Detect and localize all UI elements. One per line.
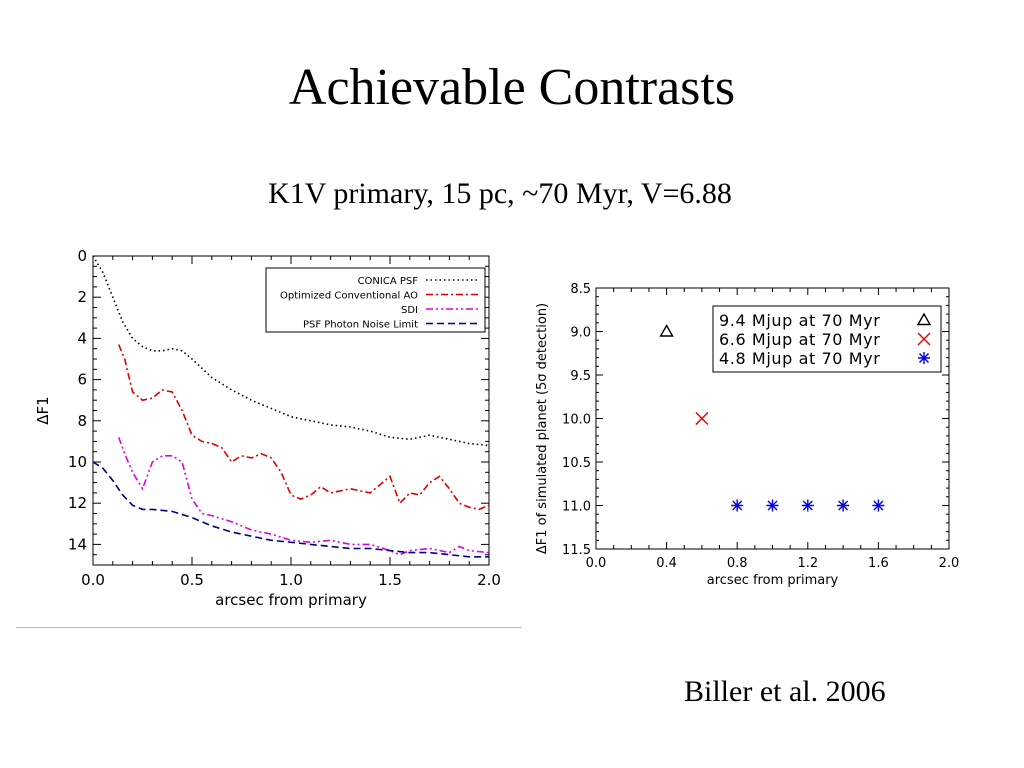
x-axis-label: arcsec from primary bbox=[215, 591, 367, 609]
y-tick-label: 14 bbox=[68, 535, 87, 553]
y-tick-label: 9.0 bbox=[570, 326, 591, 341]
legend-box bbox=[265, 267, 486, 333]
x-marker bbox=[917, 332, 931, 346]
asterisk-marker bbox=[837, 499, 850, 512]
y-tick-label: 12 bbox=[68, 494, 87, 512]
contrast-curve-chart: 0.0 0.5 1.0 1.5 2.0 0 2 4 6 8 10 12 14 arcsec from pr… bbox=[34, 247, 501, 609]
slide-title: Achievable Contrasts bbox=[288, 59, 736, 116]
series-line-1 bbox=[92, 255, 490, 447]
x-tick-label: 1.2 bbox=[797, 556, 818, 571]
y-tick-label: 8.5 bbox=[570, 282, 591, 297]
slide-subtitle: K1V primary, 15 pc, ~70 Myr, V=6.88 bbox=[268, 177, 732, 210]
simulated-planet-chart: 0.0 0.4 0.8 1.2 1.6 2.0 8.5 9.0 9.5 10.0 10.5 11.0 1… bbox=[535, 282, 960, 588]
y-tick-label: 10.0 bbox=[562, 413, 591, 428]
legend-box bbox=[712, 305, 942, 373]
x-tick-label: 1.6 bbox=[868, 556, 889, 571]
legend-label: CONICA PSF bbox=[358, 276, 419, 287]
y-tick-label: 2 bbox=[77, 288, 87, 306]
y-tick-label: 11.0 bbox=[562, 500, 591, 515]
y-tick-label: 11.5 bbox=[562, 543, 591, 558]
y-tick-label: 10.5 bbox=[562, 456, 591, 471]
y-tick-label: 0 bbox=[77, 247, 87, 265]
triangle-marker bbox=[659, 324, 674, 337]
x-axis-label: arcsec from primary bbox=[707, 573, 839, 588]
x-marker bbox=[695, 412, 709, 425]
legend-label: 4.8 Mjup at 70 Myr bbox=[719, 349, 880, 368]
x-tick-label: 0.4 bbox=[656, 556, 677, 571]
legend-label: 9.4 Mjup at 70 Myr bbox=[719, 311, 880, 330]
y-tick-label: 4 bbox=[77, 329, 87, 347]
divider-line bbox=[16, 627, 522, 628]
legend-label: PSF Photon Noise Limit bbox=[303, 320, 418, 331]
series-line-4 bbox=[92, 461, 489, 558]
asterisk-marker bbox=[918, 352, 930, 364]
triangle-marker bbox=[916, 312, 932, 326]
y-axis-label: ΔF1 bbox=[34, 396, 52, 424]
x-tick-label: 0.5 bbox=[180, 571, 204, 589]
x-tick-label: 1.0 bbox=[279, 571, 303, 589]
citation: Biller et al. 2006 bbox=[684, 675, 886, 708]
y-tick-label: 10 bbox=[68, 453, 87, 471]
y-tick-label: 8 bbox=[77, 412, 87, 430]
x-tick-label: 0.8 bbox=[727, 556, 748, 571]
x-tick-label: 2.0 bbox=[477, 571, 501, 589]
series-line-2 bbox=[117, 344, 490, 511]
legend-label: SDI bbox=[401, 305, 418, 316]
asterisk-marker bbox=[801, 499, 814, 512]
x-tick-label: 1.5 bbox=[378, 571, 402, 589]
asterisk-marker bbox=[872, 499, 885, 512]
asterisk-marker bbox=[766, 499, 779, 512]
x-tick-label: 0.0 bbox=[81, 571, 105, 589]
legend-label: 6.6 Mjup at 70 Myr bbox=[719, 330, 880, 349]
series-line-3 bbox=[117, 437, 490, 556]
y-tick-label: 6 bbox=[77, 371, 87, 389]
y-tick-label: 9.5 bbox=[570, 369, 591, 384]
asterisk-marker bbox=[731, 499, 744, 512]
x-tick-label: 2.0 bbox=[939, 556, 960, 571]
x-tick-label: 0.0 bbox=[586, 556, 607, 571]
legend-label: Optimized Conventional AO bbox=[280, 291, 418, 302]
y-axis-label: ΔF1 of simulated planet (5σ detection) bbox=[535, 303, 550, 554]
